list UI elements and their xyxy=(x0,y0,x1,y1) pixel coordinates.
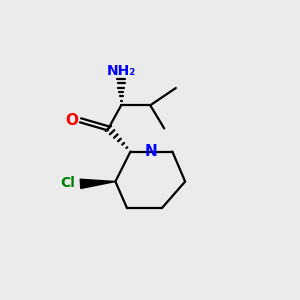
Text: Cl: Cl xyxy=(60,176,75,190)
Text: N: N xyxy=(145,144,158,159)
Text: NH₂: NH₂ xyxy=(106,64,136,78)
Polygon shape xyxy=(80,179,116,188)
Text: O: O xyxy=(65,113,78,128)
